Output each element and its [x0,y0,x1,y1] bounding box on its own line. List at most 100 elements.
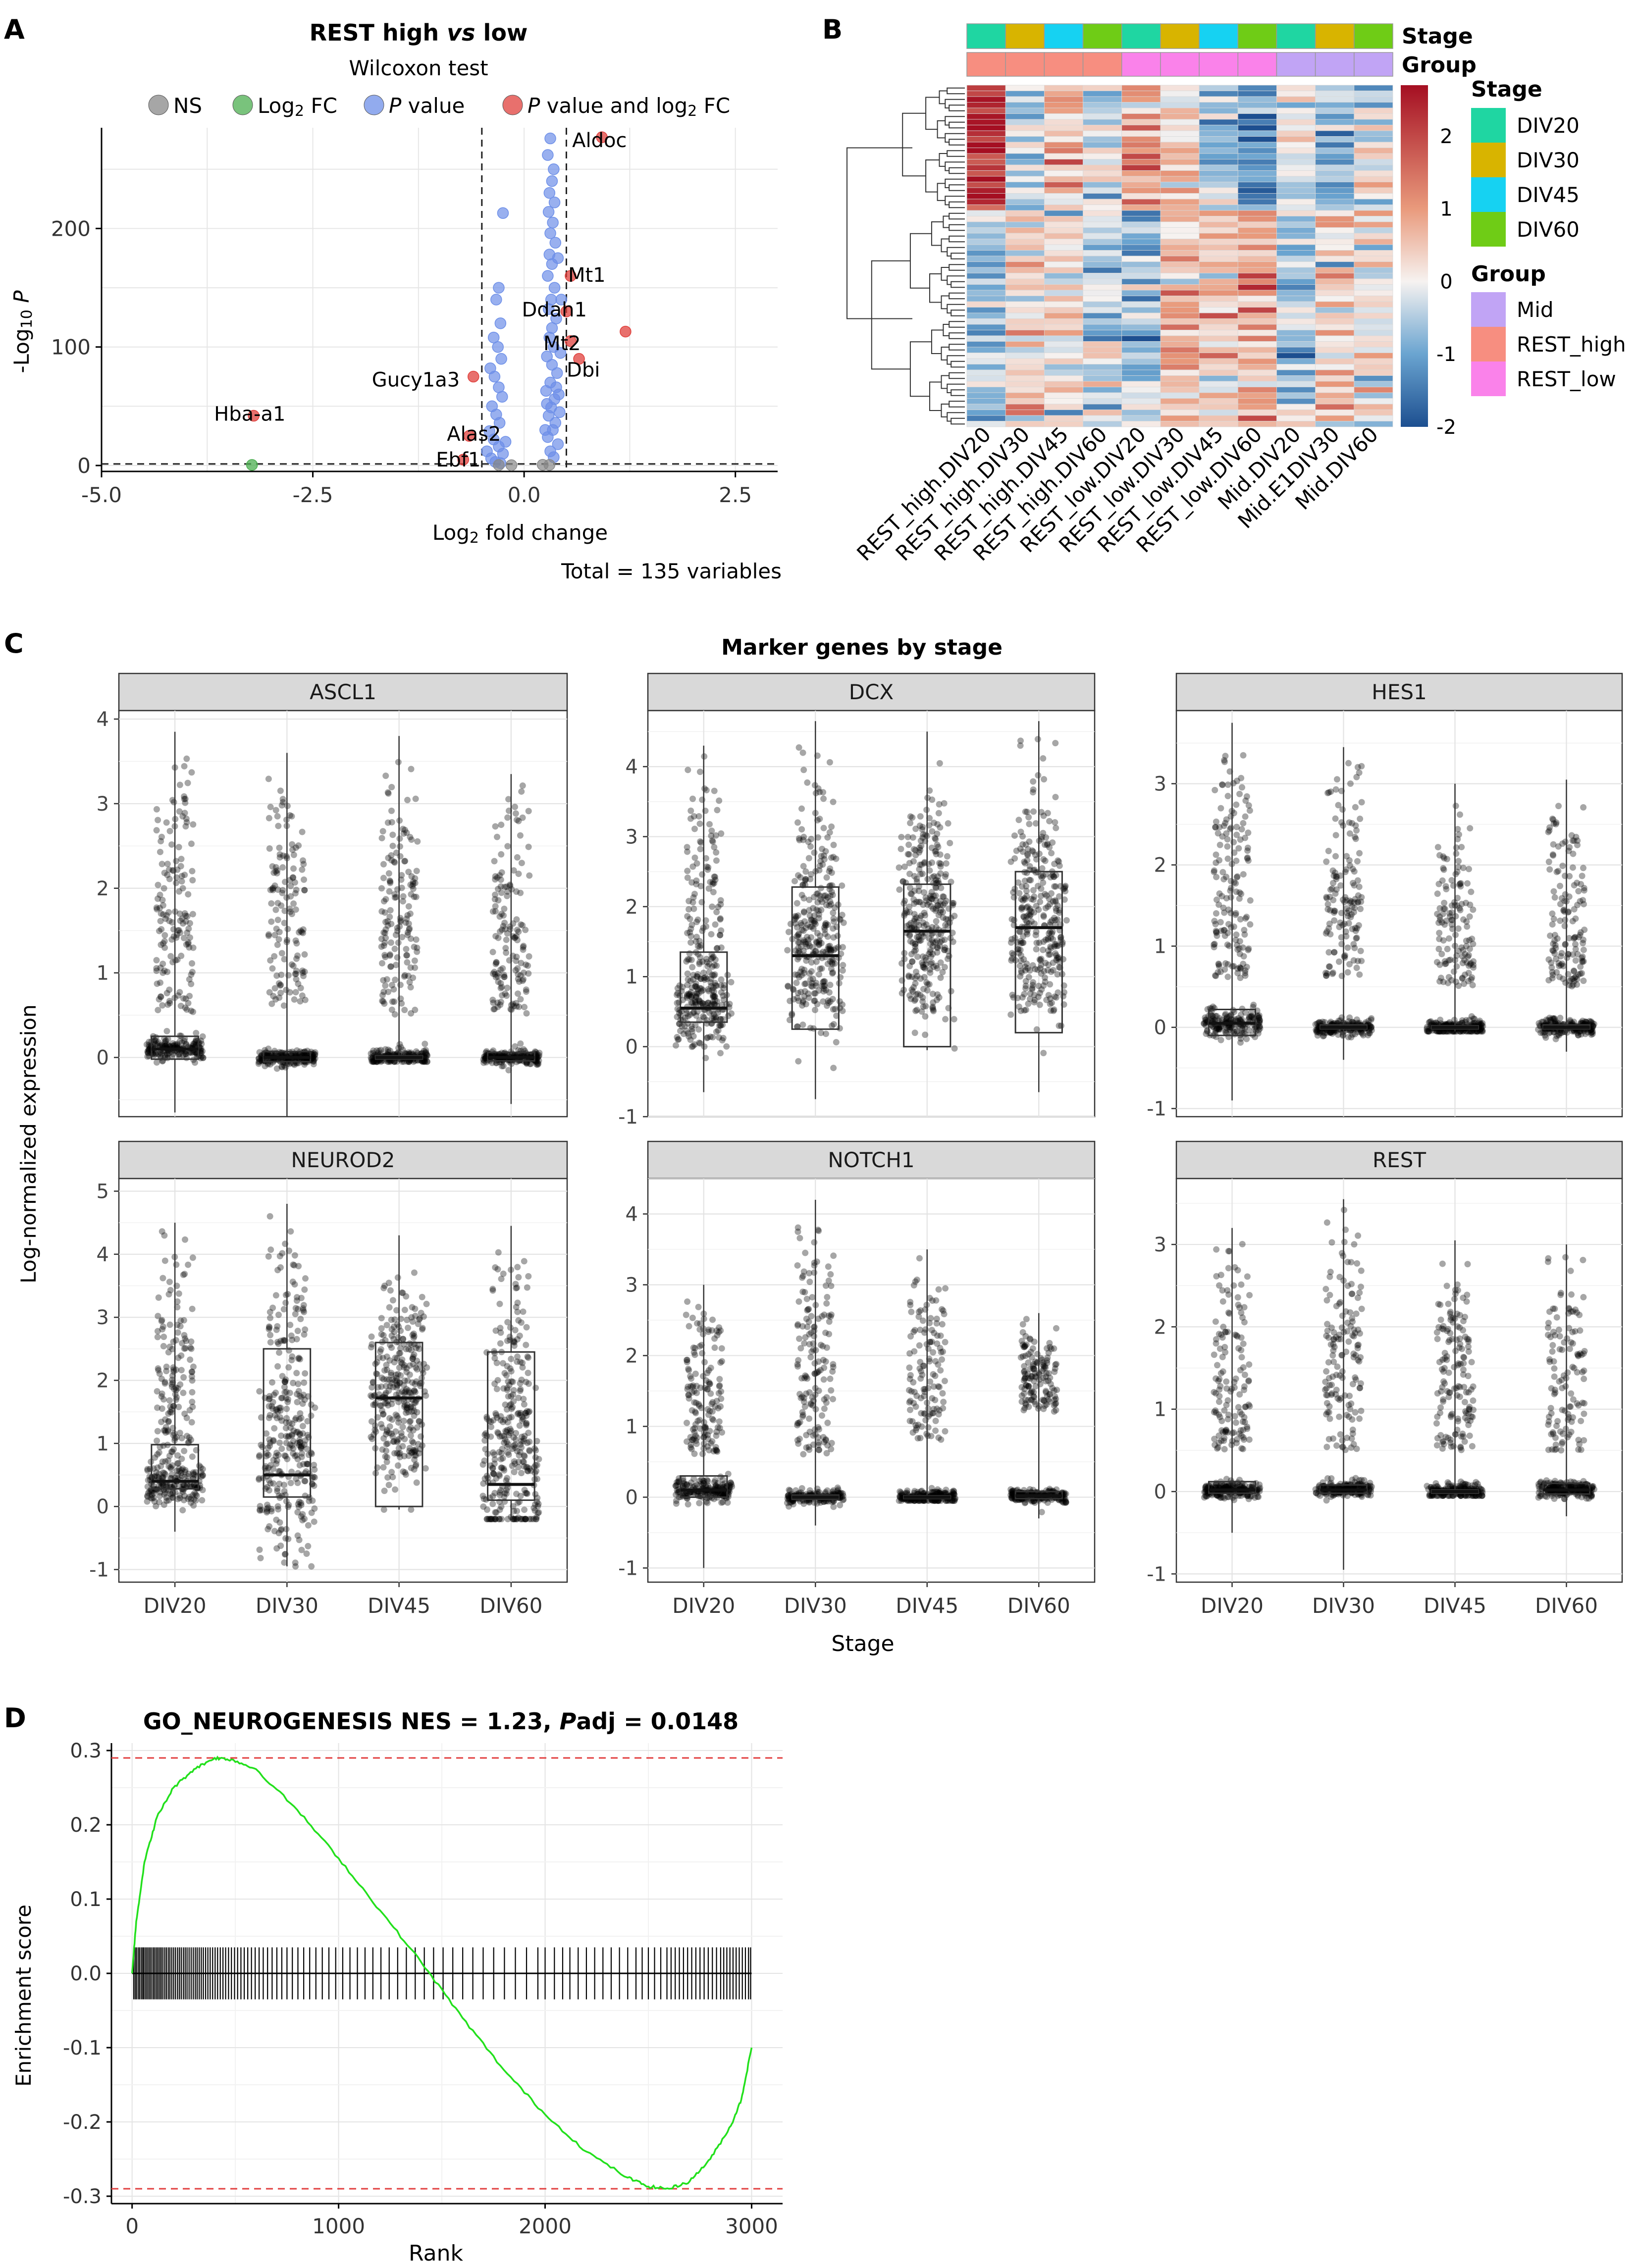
facet-point [1062,888,1069,895]
heatmap-cell [1121,239,1161,245]
facet-point [164,872,171,878]
heatmap-cell [1044,256,1083,262]
heatmap-cell [1083,375,1122,382]
facet-point [1040,1049,1047,1056]
heatmap-cell [1199,107,1238,114]
volcano-point-label: Dbi [567,359,600,382]
heatmap-stage-annotation [1276,23,1316,49]
facet-point [692,938,699,945]
heatmap-dendrogram-branch [949,104,965,111]
facet-point [812,990,819,997]
facet-point [162,1037,169,1044]
facet-point [159,902,166,909]
facet-point [820,825,827,831]
heatmap-cell [1354,341,1393,348]
heatmap-cell [1237,392,1277,399]
heatmap-cell [1276,182,1316,188]
facet-point [157,979,164,986]
facet-point [1457,907,1464,914]
facet-point [1581,927,1588,933]
facet-point [288,911,295,918]
heatmap-cell [1121,353,1161,359]
heatmap-cell [1315,91,1355,97]
heatmap-cell [1315,96,1355,103]
facet-point [1323,858,1330,865]
facet-point [1427,1019,1433,1026]
facet-point [1572,941,1579,948]
facet-point [705,885,712,892]
facet-point [695,1026,702,1033]
facet-point [187,1356,194,1363]
facet-point [159,1041,165,1048]
facet-point [279,796,286,803]
facet-point [198,1045,205,1052]
facet-point [1448,877,1455,884]
heatmap-cell [1354,113,1393,120]
facet-point [689,795,696,802]
heatmap-cell [1160,369,1200,376]
heatmap-cell [1199,353,1238,359]
heatmap-cell [1121,267,1161,273]
facet-point [1030,887,1037,894]
heatmap-dendrogram-branch [949,212,965,220]
heatmap-cell [1121,193,1161,200]
heatmap-cell [1160,307,1200,313]
facet-point [411,893,418,900]
volcano-labeled-point [573,353,585,365]
facet-point [517,832,524,839]
heatmap-cell [1005,85,1045,91]
facet-point [185,940,192,947]
facet-point [913,934,920,941]
facet-point [154,895,161,902]
heatmap-cell [1237,221,1277,228]
heatmap-stage-legend-swatch [1471,212,1506,247]
heatmap-cell [1005,148,1045,154]
facet-point [153,1059,160,1066]
facet-point [312,1055,318,1062]
facet-point [159,897,166,904]
facet-point [1047,943,1054,950]
volcano-x-tick-label: 0.0 [508,483,541,507]
heatmap-cell [966,392,1006,399]
facet-point [713,849,720,856]
heatmap-cell [1354,307,1393,313]
facet-point [684,956,691,963]
volcano-point [543,187,556,199]
facet-point [1211,944,1217,951]
facet-point [908,986,915,993]
heatmap-cell [1199,387,1238,393]
facet-point [291,996,298,1003]
facet-point [699,796,706,803]
facet-point [513,817,520,824]
heatmap-cell [1237,387,1277,393]
facet-point [1434,890,1441,897]
facet-point [198,1040,205,1047]
heatmap-cell [1005,130,1045,137]
facet-point [160,1042,167,1049]
facet-point [937,860,944,867]
facet-point [297,928,304,934]
facet-point [489,908,496,915]
facet-point [1026,821,1033,827]
facet-point [1442,883,1449,890]
heatmap-cell [1276,113,1316,120]
facet-point [707,979,714,986]
facet-point [1357,906,1364,913]
facet-point [182,1004,189,1011]
facet-point [1456,811,1463,818]
heatmap-dendrogram-branch [949,344,965,351]
heatmap-cell [1160,358,1200,364]
heatmap-cell [1276,91,1316,97]
facet-point [1227,924,1234,931]
facet-point [186,920,193,927]
facet-point [1566,873,1573,879]
heatmap-cell [1083,353,1122,359]
heatmap-cell [1121,358,1161,364]
facet-point [1455,831,1462,838]
facet-point [166,997,173,1004]
heatmap-cell [1354,358,1393,364]
facet-point [691,854,698,861]
facet-point [158,838,164,845]
facet-point [687,978,694,984]
